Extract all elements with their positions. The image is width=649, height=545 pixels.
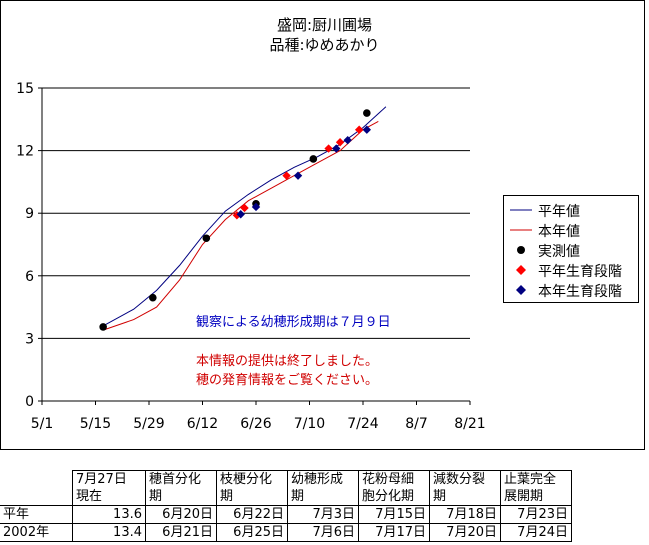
measured-point (202, 234, 211, 243)
table-header-cell: 7月27日 現在 (72, 470, 146, 506)
header-text: 7月27日 現在 (76, 472, 127, 504)
table-cell: 7月17日 (358, 523, 430, 542)
table-cell: 7月6日 (287, 523, 359, 542)
x-tick-label: 5/29 (133, 416, 164, 432)
table-header-cell: 幼穂形成 期 (287, 470, 359, 506)
x-tick-label: 8/21 (454, 416, 485, 432)
table-cell: 7月20日 (429, 523, 501, 542)
row-label-cell: 2002年 (0, 523, 73, 542)
x-tick-label: 6/12 (187, 416, 218, 432)
legend-label: 平年生育段階 (538, 264, 622, 280)
table-cell: 6月20日 (145, 505, 217, 524)
current-stage-point (332, 144, 341, 153)
y-tick-label: 12 (16, 144, 34, 160)
legend-swatch-current-stage (516, 285, 526, 295)
legend-label: 平年値 (538, 204, 580, 220)
legend-label: 実測値 (538, 244, 580, 260)
measured-point (149, 293, 157, 302)
current-stage-point (362, 125, 372, 134)
table-header-row: 7月27日 現在 穂首分化 期 枝梗分化 期 幼穂形成 期 花粉母細 胞分化期 … (0, 470, 572, 506)
table-cell: 6月21日 (145, 523, 217, 542)
table-header-cell: 止葉完全 展開期 (500, 470, 572, 506)
heading-estimate-note: 観察による幼穂形成期は７月９日 (196, 315, 391, 330)
current-stage-point (236, 210, 245, 219)
chart-title-location: 盛岡:厨川圃場 (276, 16, 373, 34)
table-cell: 7月18日 (429, 505, 501, 524)
table-row: 平年 13.6 6月20日 6月22日 7月3日 7月15日 7月18日 7月2… (0, 505, 572, 524)
header-text: 花粉母細 胞分化期 (362, 472, 415, 504)
normal-stage-point (240, 203, 249, 213)
y-tick-label: 15 (16, 81, 34, 97)
table-corner-cell (0, 470, 73, 506)
chart-legend: 平年値 本年値 実測値 平年生育段階 本年生育段階 (503, 195, 639, 303)
row-label-cell: 平年 (0, 505, 73, 524)
end-notice-line-1: 本情報の提供は終了しました。 (196, 354, 379, 369)
y-tick-label: 0 (25, 394, 34, 410)
measured-point (309, 155, 318, 163)
growth-chart: 0 3 6 9 12 15 5/1 5/15 5/29 6/12 6/26 7/10 7/24 8/7 8/… (16, 81, 486, 432)
table-cell: 6月22日 (216, 505, 288, 524)
current-stage-point (343, 135, 352, 145)
x-tick-label: 6/26 (240, 416, 272, 432)
normal-stage-point (324, 144, 333, 153)
legend-swatch-current-line (510, 229, 532, 231)
growth-stage-table: 7月27日 現在 穂首分化 期 枝梗分化 期 幼穂形成 期 花粉母細 胞分化期 … (0, 470, 572, 542)
end-notice-line-2: 穂の発育情報をご覧ください。 (196, 373, 379, 388)
legend-item-current-line: 本年値 (504, 219, 638, 241)
legend-label: 本年生育段階 (538, 284, 622, 300)
header-text: 枝梗分化 期 (220, 472, 273, 504)
x-tick-label: 8/7 (405, 416, 428, 432)
header-text: 止葉完全 展開期 (504, 472, 557, 504)
current-stage-point (293, 171, 303, 180)
legend-swatch-normal-stage (516, 265, 526, 275)
header-text: 幼穂形成 期 (291, 472, 344, 504)
y-tick-label: 3 (25, 331, 34, 347)
table-header-cell: 枝梗分化 期 (216, 470, 288, 506)
table-cell: 7月23日 (500, 505, 572, 524)
x-tick-label: 5/15 (80, 416, 111, 432)
table-cell: 13.6 (72, 505, 146, 524)
table-cell: 13.4 (72, 523, 146, 542)
normal-stage-point (354, 125, 364, 134)
normal-stage-point (335, 138, 345, 147)
measured-point (99, 323, 107, 331)
legend-swatch-normal-line (510, 209, 532, 211)
table-cell: 7月3日 (287, 505, 359, 524)
legend-item-measured: 実測値 (504, 239, 638, 261)
legend-item-current-stage: 本年生育段階 (504, 279, 638, 301)
header-text: 減数分裂 期 (433, 472, 486, 504)
table-header-cell: 穂首分化 期 (145, 470, 217, 506)
y-tick-label: 6 (25, 269, 34, 285)
legend-swatch-measured (517, 246, 525, 254)
chart-title-variety: 品種:ゆめあかり (269, 36, 380, 54)
table-header-cell: 花粉母細 胞分化期 (358, 470, 430, 506)
plot-area (42, 88, 470, 401)
x-tick-label: 5/1 (31, 416, 54, 432)
header-text: 穂首分化 期 (149, 472, 202, 504)
legend-item-normal-stage: 平年生育段階 (504, 259, 638, 281)
table-cell: 7月24日 (500, 523, 572, 542)
legend-item-normal-line: 平年値 (504, 199, 638, 221)
table-cell: 6月25日 (216, 523, 288, 542)
table-cell: 7月15日 (358, 505, 430, 524)
current-line-series (102, 120, 379, 331)
legend-label: 本年値 (538, 224, 580, 240)
normal-stage-point (282, 171, 291, 180)
current-stage-point (251, 202, 261, 212)
measured-point (363, 109, 371, 117)
table-header-cell: 減数分裂 期 (429, 470, 501, 506)
x-tick-label: 7/10 (294, 416, 325, 432)
table-row: 2002年 13.4 6月21日 6月25日 7月6日 7月17日 7月20日 … (0, 523, 572, 542)
y-tick-label: 9 (25, 206, 34, 222)
x-tick-label: 7/24 (347, 416, 379, 432)
